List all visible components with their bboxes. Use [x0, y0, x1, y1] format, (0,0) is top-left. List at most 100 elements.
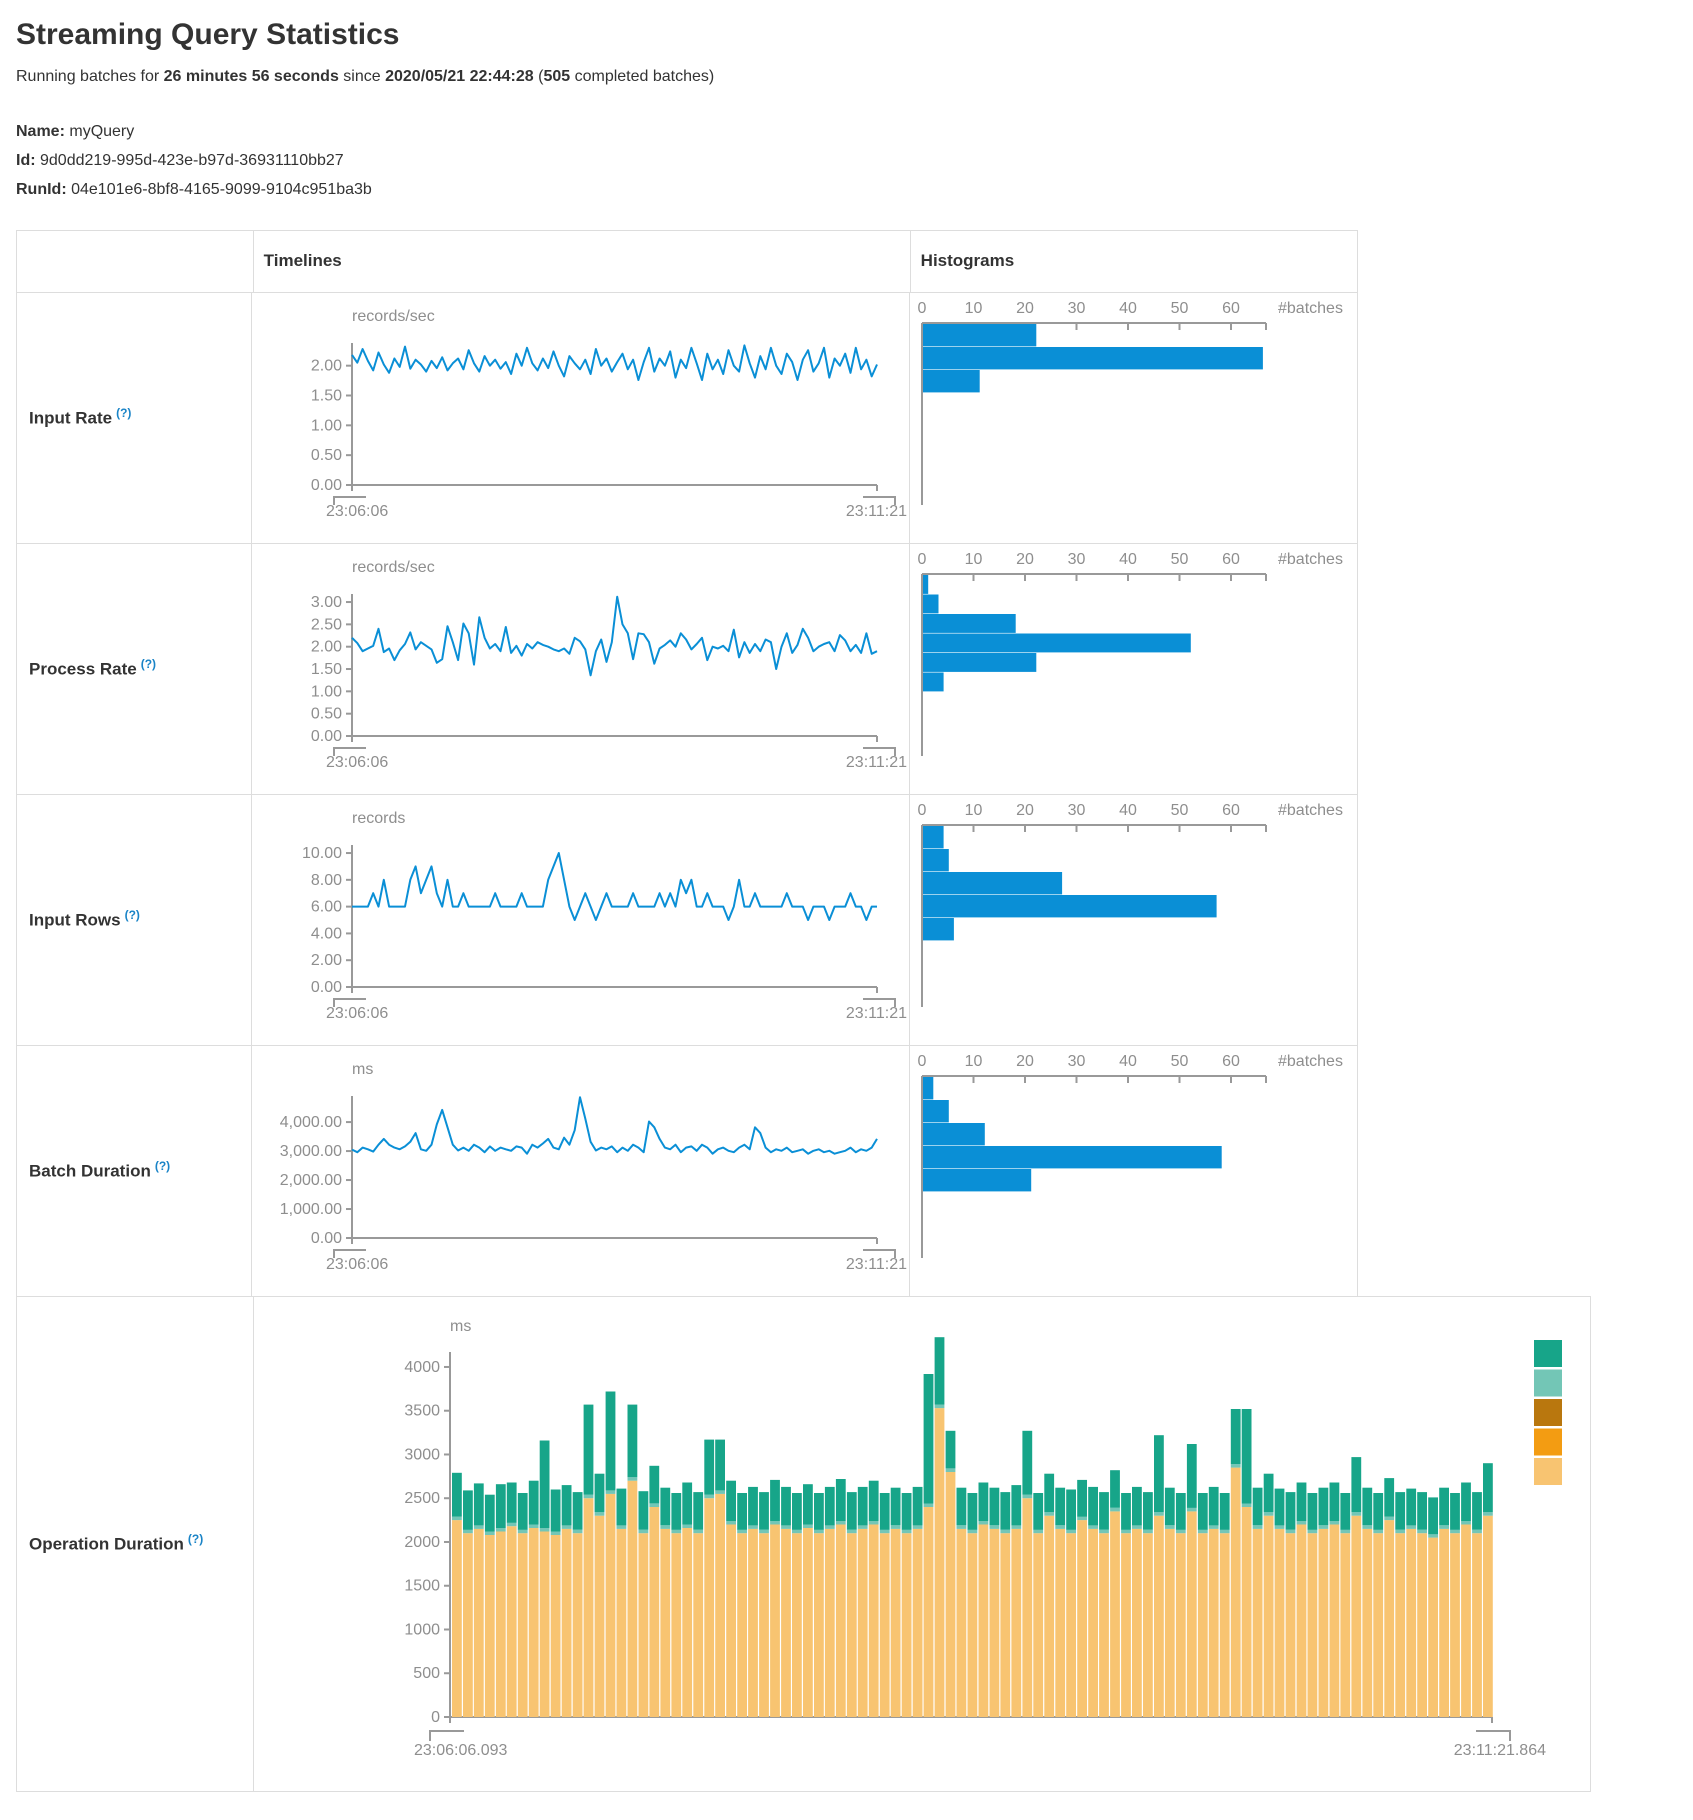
svg-text:2.00: 2.00	[311, 952, 342, 969]
svg-text:0.00: 0.00	[311, 1230, 342, 1247]
svg-text:4000: 4000	[404, 1359, 440, 1376]
input-rows-label-cell: Input Rows (?)	[17, 795, 251, 1045]
svg-text:50: 50	[1171, 300, 1189, 317]
svg-text:10: 10	[965, 802, 983, 819]
svg-text:4,000.00: 4,000.00	[280, 1114, 342, 1131]
process-rate-histogram-cell: 0 10 20 30 40 50 60 #batches	[909, 543, 1357, 794]
batch-duration-timeline-cell: ms 4,000.00 3,000.00 2,000.00 1,000.00 0.00 23…	[251, 1045, 909, 1296]
svg-text:3.00: 3.00	[311, 594, 342, 611]
batch-duration-help-icon[interactable]: (?)	[154, 1159, 171, 1174]
query-runid-line: RunId: 04e101e6-8bf8-4165-9099-9104c951b…	[16, 180, 1677, 199]
process-rate-help-icon[interactable]: (?)	[140, 657, 157, 672]
start-timestamp: 2020/05/21 22:44:28	[385, 68, 534, 85]
svg-text:0.00: 0.00	[311, 728, 342, 745]
svg-text:500: 500	[413, 1665, 440, 1682]
completed-batch-count: 505	[543, 68, 571, 85]
svg-text:#batches: #batches	[1278, 802, 1343, 819]
input-rows-histogram-chart: 0 10 20 30 40 50 60 #batches	[918, 802, 1343, 1007]
svg-text:1.00: 1.00	[311, 683, 342, 700]
svg-text:1.50: 1.50	[311, 661, 342, 678]
operation-duration-label: Operation Duration (?)	[29, 1532, 204, 1554]
svg-text:3,000.00: 3,000.00	[280, 1143, 342, 1160]
svg-text:3500: 3500	[404, 1402, 440, 1419]
running-prefix: Running batches for	[16, 68, 164, 85]
svg-text:2500: 2500	[404, 1490, 440, 1507]
id-value: 9d0dd219-995d-423e-b97d-36931110bb27	[40, 152, 344, 170]
svg-text:20: 20	[1016, 1053, 1034, 1070]
statistics-table: Timelines Histograms Input Rate (?) recor…	[16, 229, 1358, 1297]
svg-text:2,000.00: 2,000.00	[280, 1172, 342, 1189]
svg-text:23:06:06: 23:06:06	[326, 754, 388, 771]
svg-text:1,000.00: 1,000.00	[280, 1201, 342, 1218]
input-rate-histogram-cell: 0 10 20 30 40 50 60 #batches	[909, 292, 1357, 543]
svg-text:23:11:21: 23:11:21	[846, 1005, 907, 1022]
svg-text:1.00: 1.00	[311, 417, 342, 434]
svg-text:20: 20	[1016, 300, 1034, 317]
running-batches-summary: Running batches for 26 minutes 56 second…	[16, 68, 1677, 86]
query-id-line: Id: 9d0dd219-995d-423e-b97d-36931110bb27	[16, 151, 1677, 170]
svg-text:records/sec: records/sec	[352, 559, 435, 576]
runid-label: RunId:	[16, 181, 67, 199]
since-text: since	[338, 68, 386, 85]
header-spacer-cell	[17, 231, 253, 292]
process-rate-label-cell: Process Rate (?)	[17, 544, 251, 794]
svg-text:40: 40	[1119, 551, 1137, 568]
legend-swatch-4	[1534, 1457, 1562, 1485]
input-rows-help-icon[interactable]: (?)	[124, 908, 140, 923]
operation-duration-help-icon[interactable]: (?)	[187, 1532, 204, 1547]
row-process-rate: Process Rate (?) records/sec 3.00 2.50 2.00 1…	[17, 543, 1357, 795]
svg-text:3000: 3000	[404, 1446, 440, 1463]
svg-text:ms: ms	[450, 1318, 471, 1335]
svg-text:60: 60	[1222, 551, 1240, 568]
svg-text:20: 20	[1016, 551, 1034, 568]
svg-text:0.00: 0.00	[311, 979, 342, 996]
name-label: Name:	[16, 123, 65, 140]
input-rows-label: Input Rows (?)	[29, 908, 140, 930]
svg-text:10: 10	[965, 551, 983, 568]
svg-text:60: 60	[1222, 300, 1240, 317]
svg-text:23:06:06: 23:06:06	[326, 1005, 388, 1022]
input-rate-histogram-chart: 0 10 20 30 40 50 60 #batches	[918, 300, 1343, 505]
svg-text:50: 50	[1171, 551, 1189, 568]
svg-text:0: 0	[918, 1053, 927, 1070]
legend-swatch-3	[1534, 1428, 1562, 1456]
row-batch-duration: Batch Duration (?) ms 4,000.00 3,000.00 2,00…	[17, 1045, 1357, 1297]
input-rate-timeline-chart: records/sec 2.00 1.50 1.00 0.50 0.00 23:06:06 2…	[311, 308, 907, 520]
legend-swatch-1	[1534, 1369, 1562, 1397]
svg-text:10.00: 10.00	[302, 845, 342, 862]
input-rows-timeline-cell: records 10.00 8.00 6.00 4.00 2.00 0.00 23:06:06…	[251, 794, 909, 1045]
row-input-rows: Input Rows (?) records 10.00 8.00 6.00 4.00 2.…	[17, 794, 1357, 1046]
input-rate-label: Input Rate (?)	[29, 406, 132, 428]
batch-duration-histogram-cell: 0 10 20 30 40 50 60 #batches	[909, 1045, 1357, 1296]
operation-duration-label-cell: Operation Duration (?)	[17, 1297, 253, 1791]
input-rows-timeline-chart: records 10.00 8.00 6.00 4.00 2.00 0.00 23:06:06…	[302, 810, 907, 1022]
svg-text:4.00: 4.00	[311, 925, 342, 942]
svg-text:50: 50	[1171, 1053, 1189, 1070]
input-rate-timeline-cell: records/sec 2.00 1.50 1.00 0.50 0.00 23:06:06 2…	[251, 292, 909, 543]
svg-text:23:11:21: 23:11:21	[846, 754, 907, 771]
svg-text:40: 40	[1119, 1053, 1137, 1070]
svg-text:8.00: 8.00	[311, 871, 342, 888]
svg-text:1500: 1500	[404, 1577, 440, 1594]
input-rate-help-icon[interactable]: (?)	[116, 406, 132, 421]
svg-text:2.00: 2.00	[311, 638, 342, 655]
svg-text:#batches: #batches	[1278, 551, 1343, 568]
table-header-row: Timelines Histograms	[17, 230, 1357, 293]
page-title: Streaming Query Statistics	[16, 18, 400, 51]
svg-text:23:11:21: 23:11:21	[846, 503, 907, 520]
svg-text:20: 20	[1016, 802, 1034, 819]
row-operation-duration: Operation Duration (?) ms 4000 3500 3000 2500…	[16, 1295, 1591, 1792]
svg-text:23:11:21.864: 23:11:21.864	[1454, 1742, 1546, 1759]
svg-text:23:06:06.093: 23:06:06.093	[414, 1742, 508, 1759]
process-rate-histogram-chart: 0 10 20 30 40 50 60 #batches	[918, 551, 1343, 756]
svg-text:2.00: 2.00	[311, 357, 342, 374]
svg-text:23:06:06: 23:06:06	[326, 1256, 388, 1273]
svg-text:60: 60	[1222, 802, 1240, 819]
svg-text:40: 40	[1119, 300, 1137, 317]
batch-duration-label-cell: Batch Duration (?)	[17, 1046, 251, 1296]
input-rate-label-cell: Input Rate (?)	[17, 293, 251, 543]
runid-value: 04e101e6-8bf8-4165-9099-9104c951ba3b	[71, 181, 372, 199]
svg-text:2.50: 2.50	[311, 616, 342, 633]
svg-text:60: 60	[1222, 1053, 1240, 1070]
svg-text:10: 10	[965, 1053, 983, 1070]
